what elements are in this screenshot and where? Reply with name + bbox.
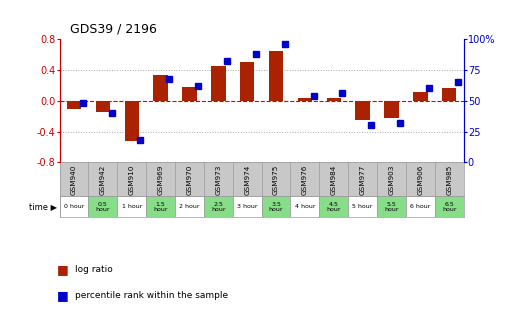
Text: time ▶: time ▶ — [29, 202, 57, 212]
Text: GSM940: GSM940 — [71, 164, 77, 195]
Bar — [240, 62, 254, 101]
Bar — [60, 197, 89, 217]
Text: GSM973: GSM973 — [215, 164, 221, 195]
Text: GSM906: GSM906 — [418, 164, 423, 195]
Bar — [117, 197, 146, 217]
Text: GSM985: GSM985 — [446, 164, 452, 195]
Bar — [326, 98, 341, 101]
Bar — [204, 197, 233, 217]
Bar — [377, 197, 406, 217]
Text: GSM977: GSM977 — [359, 164, 366, 195]
Text: 2.5
hour: 2.5 hour — [211, 201, 225, 212]
Bar — [442, 89, 456, 101]
Bar — [175, 197, 204, 217]
Bar — [269, 51, 283, 101]
Bar — [153, 75, 168, 101]
Text: 3.5
hour: 3.5 hour — [269, 201, 283, 212]
Text: GDS39 / 2196: GDS39 / 2196 — [70, 23, 157, 36]
Bar — [406, 197, 435, 217]
Bar — [413, 92, 427, 101]
Text: GSM984: GSM984 — [330, 164, 337, 195]
Text: GSM974: GSM974 — [244, 164, 250, 195]
Text: 5.5
hour: 5.5 hour — [384, 201, 399, 212]
Text: 1 hour: 1 hour — [122, 204, 142, 209]
Text: ■: ■ — [57, 289, 69, 302]
Text: GSM976: GSM976 — [302, 164, 308, 195]
Bar — [124, 101, 139, 141]
Bar — [262, 197, 291, 217]
Bar — [211, 66, 225, 101]
Bar — [182, 87, 197, 101]
Text: percentile rank within the sample: percentile rank within the sample — [75, 291, 228, 301]
Text: 6.5
hour: 6.5 hour — [442, 201, 456, 212]
Bar — [384, 101, 399, 118]
Bar — [89, 197, 117, 217]
Text: 1.5
hour: 1.5 hour — [153, 201, 168, 212]
Text: 0.5
hour: 0.5 hour — [96, 201, 110, 212]
Bar — [355, 101, 370, 120]
Bar — [67, 101, 81, 109]
Text: 4.5
hour: 4.5 hour — [326, 201, 341, 212]
Bar — [96, 101, 110, 112]
Bar — [319, 197, 348, 217]
Bar — [233, 197, 262, 217]
Text: GSM970: GSM970 — [186, 164, 193, 195]
Bar — [291, 197, 319, 217]
Text: GSM975: GSM975 — [273, 164, 279, 195]
Text: 0 hour: 0 hour — [64, 204, 84, 209]
Text: GSM910: GSM910 — [128, 164, 135, 195]
Text: 3 hour: 3 hour — [237, 204, 257, 209]
Text: 5 hour: 5 hour — [352, 204, 373, 209]
Text: 6 hour: 6 hour — [410, 204, 430, 209]
Bar — [435, 197, 464, 217]
Bar — [348, 197, 377, 217]
Text: ■: ■ — [57, 263, 69, 276]
Bar — [298, 98, 312, 101]
Text: GSM903: GSM903 — [388, 164, 395, 195]
Text: GSM942: GSM942 — [100, 164, 106, 195]
Text: log ratio: log ratio — [75, 265, 113, 274]
Text: 2 hour: 2 hour — [179, 204, 200, 209]
Text: GSM969: GSM969 — [157, 164, 164, 195]
Text: 4 hour: 4 hour — [295, 204, 315, 209]
Bar — [146, 197, 175, 217]
